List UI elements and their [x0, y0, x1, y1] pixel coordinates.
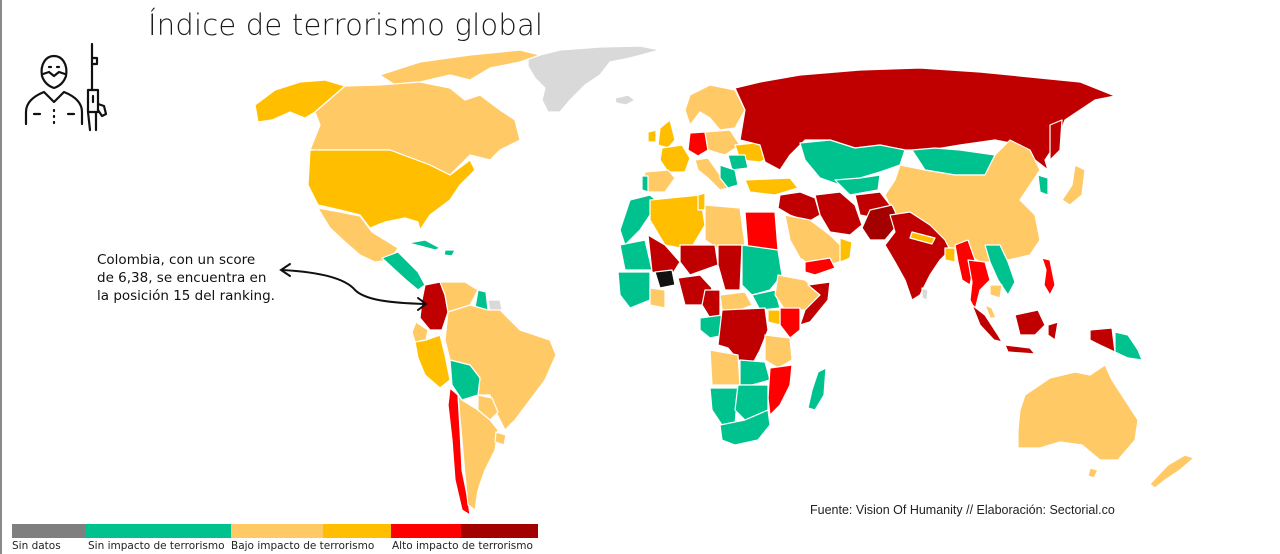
- country-uzbek-region: [834, 174, 881, 196]
- russia-far-east-island: [1049, 119, 1063, 161]
- legend-swatch-low-2: [323, 524, 391, 538]
- country-syria-iraq: [777, 191, 821, 223]
- left-border: [0, 0, 2, 554]
- country-japan: [1061, 164, 1086, 206]
- legend-swatch-low-1: [231, 524, 323, 538]
- terrorist-with-rifle-icon: [22, 40, 118, 136]
- country-sudan: [741, 244, 783, 296]
- country-sulawesi: [1047, 321, 1059, 341]
- country-argentina: [457, 394, 499, 511]
- annotation-line-3: la posición 15 del ranking.: [97, 288, 275, 304]
- country-niger: [679, 244, 719, 276]
- country-iran: [814, 191, 863, 236]
- country-tasmania: [1087, 467, 1099, 479]
- country-uruguay: [494, 431, 507, 446]
- country-yemen: [804, 257, 836, 276]
- country-philippines: [1041, 257, 1056, 296]
- country-portugal: [641, 175, 649, 193]
- country-korea: [1037, 174, 1049, 196]
- country-gabon-congo: [699, 314, 726, 339]
- country-papua-indonesia: [1089, 327, 1116, 353]
- country-chad: [717, 244, 743, 291]
- country-mozambique: [767, 364, 793, 416]
- country-vietnam-laos: [984, 244, 1016, 296]
- country-namibia: [709, 387, 739, 426]
- country-balkans: [719, 164, 739, 189]
- country-zambia: [739, 359, 771, 386]
- legend-label-no-impact: Sin impacto de terrorismo: [88, 540, 225, 552]
- country-malaysia: [984, 304, 997, 319]
- country-usa: [307, 149, 476, 231]
- country-png: [1114, 331, 1143, 361]
- country-egypt: [744, 211, 779, 251]
- country-germany: [687, 131, 709, 157]
- colombia-annotation: Colombia, con un score de 6,38, se encue…: [97, 251, 297, 305]
- country-burkina-faso: [654, 269, 676, 289]
- country-ghana-region: [649, 287, 666, 309]
- country-french-guiana: [487, 299, 503, 313]
- country-iceland: [614, 94, 636, 106]
- country-tunisia: [697, 192, 706, 211]
- country-west-coast: [617, 271, 651, 309]
- country-bangladesh: [944, 247, 956, 263]
- country-oman: [839, 237, 853, 263]
- country-romania: [727, 154, 749, 171]
- legend-swatch-high-1: [391, 524, 461, 538]
- legend-swatch-no-impact: [86, 524, 231, 538]
- country-mauritania: [619, 239, 653, 271]
- caribbean-2: [443, 249, 456, 257]
- country-mali: [647, 234, 681, 279]
- country-uganda: [767, 309, 781, 326]
- country-kazakhstan: [799, 139, 906, 186]
- country-thailand: [967, 259, 991, 311]
- country-south-africa: [719, 409, 771, 446]
- country-turkey: [744, 177, 799, 196]
- country-madagascar: [807, 367, 827, 411]
- canada-islands: [379, 49, 541, 86]
- country-sumatra: [971, 304, 1003, 343]
- country-ireland: [647, 129, 657, 143]
- country-australia: [1017, 364, 1139, 461]
- annotation-line-1: Colombia, con un score: [97, 252, 256, 268]
- country-java: [1004, 344, 1036, 355]
- annotation-line-2: de 6,38, se encuentra en: [97, 270, 267, 286]
- country-libya: [704, 204, 746, 251]
- country-pakistan: [861, 204, 901, 241]
- country-poland-region: [704, 129, 741, 156]
- country-greenland: [527, 45, 661, 113]
- country-france: [659, 144, 691, 173]
- country-peru: [414, 334, 451, 389]
- country-tanzania: [764, 334, 793, 369]
- country-sri-lanka: [921, 287, 929, 301]
- country-cambodia: [989, 284, 1003, 299]
- legend-label-high-impact: Alto impacto de terrorismo: [392, 540, 533, 552]
- country-kenya: [779, 307, 801, 339]
- central-america: [381, 251, 426, 291]
- country-borneo: [1014, 309, 1046, 336]
- country-india: [884, 211, 951, 301]
- legend-label-low-impact: Bajo impacto de terrorismo: [231, 540, 375, 552]
- legend-label-no-data: Sin datos: [12, 540, 61, 552]
- country-angola: [709, 349, 741, 386]
- caribbean: [407, 239, 441, 251]
- source-credit: Fuente: Vision Of Humanity // Elaboració…: [810, 503, 1115, 517]
- annotation-arrow: [279, 263, 428, 311]
- country-italy: [694, 157, 729, 191]
- legend-swatch-high-2: [461, 524, 538, 538]
- page-title: Índice de terrorismo global: [148, 8, 544, 42]
- country-uk: [657, 119, 676, 149]
- country-chile: [447, 387, 471, 516]
- country-new-zealand: [1149, 454, 1195, 489]
- country-somalia: [799, 281, 831, 326]
- country-nepal: [909, 231, 936, 245]
- legend-swatch-no-data: [12, 524, 86, 538]
- country-scandinavia: [684, 84, 746, 131]
